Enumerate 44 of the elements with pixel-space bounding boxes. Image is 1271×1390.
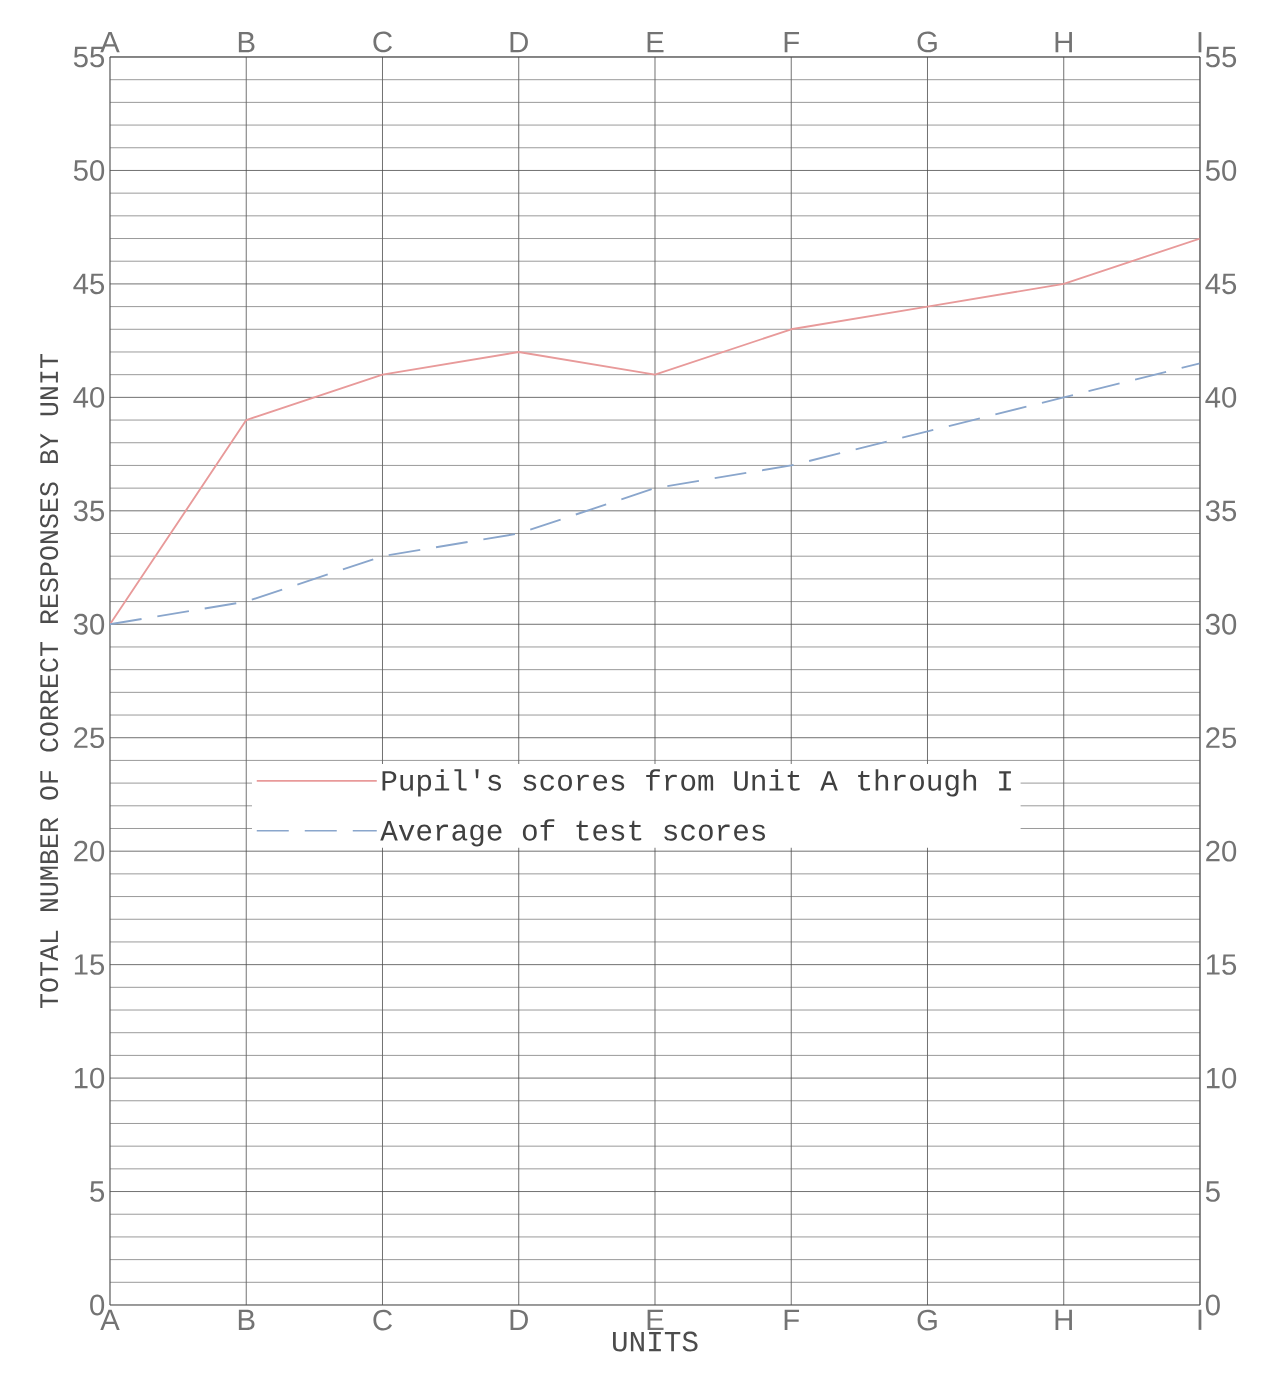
line-series — [110, 237, 1200, 626]
category-label: H — [1055, 32, 1072, 53]
legend-label: Pupil's scores from Unit A through I — [382, 769, 1011, 797]
y2-tick-label: 10 — [1206, 1067, 1237, 1089]
category-label: C — [373, 31, 392, 53]
category-label: I — [1198, 32, 1202, 53]
x-axis-title: UNITS — [613, 1331, 698, 1352]
x-tick-label: D — [510, 1309, 528, 1330]
y-tick-label: 20 — [74, 840, 105, 862]
y-tick-label: 45 — [73, 273, 105, 295]
category-label: B — [238, 32, 255, 53]
y-tick-label: 25 — [74, 727, 105, 749]
y2-tick-label: 50 — [1205, 160, 1237, 181]
y2-tick-label: 35 — [1205, 500, 1237, 522]
y2-tick-label: 15 — [1206, 954, 1237, 975]
category-label: E — [647, 32, 664, 53]
category-label: F — [784, 32, 800, 53]
y-tick-label: 10 — [74, 1067, 105, 1089]
x-tick-label: E — [647, 1309, 664, 1330]
x-tick-label: F — [784, 1309, 800, 1330]
x-tick-label: H — [1055, 1309, 1072, 1330]
y-tick-label: 30 — [73, 613, 105, 635]
x-tick-label: G — [917, 1309, 937, 1331]
y2-tick-label: 40 — [1205, 386, 1237, 408]
category-label: G — [917, 31, 937, 53]
y-tick-label: 5 — [90, 1181, 105, 1202]
y2-tick-label: 30 — [1205, 613, 1237, 635]
y2-tick-label: 45 — [1205, 273, 1237, 295]
legend-label: Average of test scores — [380, 819, 766, 847]
y-tick-label: 15 — [74, 954, 105, 975]
y-axis-title: TOTAL NUMBER OF CORRECT RESPONSES BY UNIT — [40, 354, 59, 1009]
category-label: D — [510, 32, 528, 53]
y-tick-label: 40 — [73, 386, 105, 408]
y-tick-label: 50 — [73, 160, 105, 181]
x-tick-label: B — [238, 1309, 255, 1330]
y2-tick-label: 0 — [1205, 1294, 1220, 1316]
x-tick-label: C — [373, 1309, 392, 1331]
y2-tick-label: 20 — [1206, 840, 1237, 862]
y2-tick-label: 55 — [1205, 46, 1237, 68]
x-tick-label: I — [1198, 1309, 1202, 1330]
y2-tick-label: 25 — [1206, 727, 1237, 749]
y2-tick-label: 5 — [1205, 1181, 1220, 1202]
y-tick-label: 35 — [73, 500, 105, 522]
line-series — [110, 362, 1200, 626]
